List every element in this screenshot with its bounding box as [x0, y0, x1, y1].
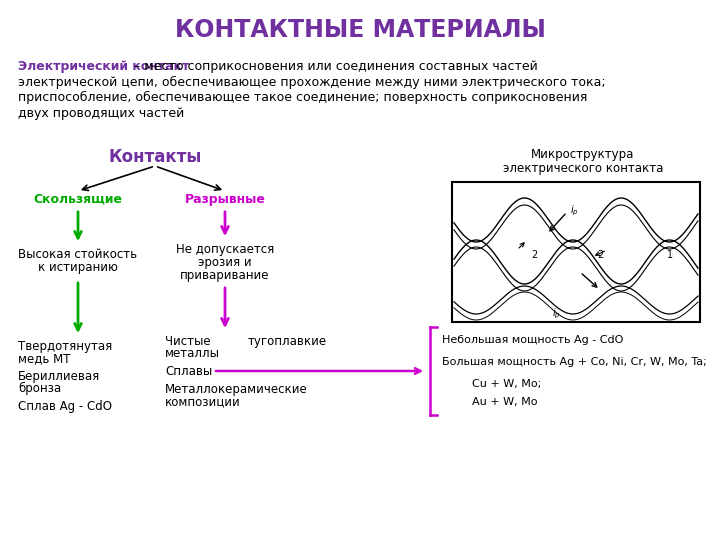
- Text: Высокая стойкость: Высокая стойкость: [19, 248, 138, 261]
- Text: Сплавы: Сплавы: [165, 365, 212, 378]
- Text: электрической цепи, обеспечивающее прохождение между ними электрического тока;: электрической цепи, обеспечивающее прохо…: [18, 76, 606, 89]
- Text: Au + W, Mo: Au + W, Mo: [472, 397, 538, 407]
- Text: Чистые: Чистые: [165, 335, 211, 348]
- Text: металлы: металлы: [165, 347, 220, 360]
- Text: КОНТАКТНЫЕ МАТЕРИАЛЫ: КОНТАКТНЫЕ МАТЕРИАЛЫ: [174, 18, 546, 42]
- Text: Бериллиевая: Бериллиевая: [18, 370, 100, 383]
- Text: бронза: бронза: [18, 382, 61, 395]
- Bar: [452, 182, 700, 322]
- Text: двух проводящих частей: двух проводящих частей: [18, 106, 184, 119]
- Text: приваривание: приваривание: [180, 269, 270, 282]
- Text: Твердотянутая: Твердотянутая: [18, 340, 112, 353]
- Text: $i_p$: $i_p$: [552, 307, 561, 321]
- Text: Cu + W, Mo;: Cu + W, Mo;: [472, 379, 541, 389]
- Text: эрозия и: эрозия и: [198, 256, 252, 269]
- Text: 1: 1: [667, 250, 673, 260]
- Text: Металлокерамические: Металлокерамические: [165, 383, 307, 396]
- Text: Разрывные: Разрывные: [184, 193, 266, 206]
- Text: Микроструктура: Микроструктура: [531, 148, 635, 161]
- Text: 2: 2: [531, 250, 537, 260]
- Text: $i_p$: $i_p$: [570, 204, 579, 218]
- Text: приспособление, обеспечивающее такое соединение; поверхность соприкосновения: приспособление, обеспечивающее такое сое…: [18, 91, 588, 104]
- Text: тугоплавкие: тугоплавкие: [248, 335, 327, 348]
- Text: к истиранию: к истиранию: [38, 261, 118, 274]
- Text: Большая мощность Ag + Co, Ni, Cr, W, Mo, Ta;: Большая мощность Ag + Co, Ni, Cr, W, Mo,…: [442, 357, 707, 367]
- Text: – место соприкосновения или соединения составных частей: – место соприкосновения или соединения с…: [130, 60, 538, 73]
- Text: Сплав Ag - CdO: Сплав Ag - CdO: [18, 400, 112, 413]
- Text: композиции: композиции: [165, 395, 240, 408]
- Text: Скользящие: Скользящие: [34, 193, 122, 206]
- Text: электрического контакта: электрического контакта: [503, 162, 663, 175]
- Text: Контакты: Контакты: [108, 148, 202, 166]
- Text: 2: 2: [597, 250, 603, 260]
- Text: Небольшая мощность Ag - CdO: Небольшая мощность Ag - CdO: [442, 335, 624, 345]
- Text: Электрический контакт: Электрический контакт: [18, 60, 189, 73]
- Text: медь МТ: медь МТ: [18, 352, 71, 365]
- Text: Не допускается: Не допускается: [176, 243, 274, 256]
